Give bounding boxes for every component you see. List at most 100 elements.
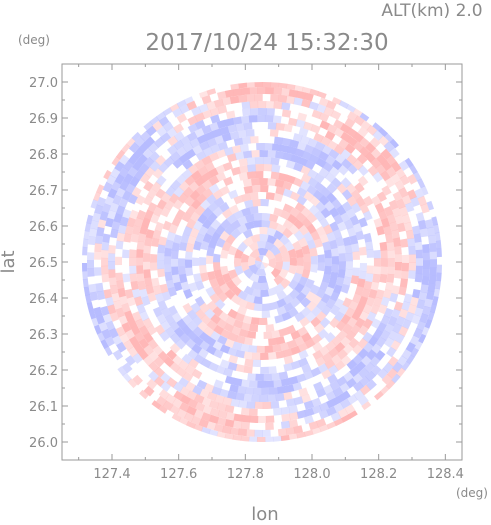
field-cell xyxy=(420,185,429,196)
field-cell xyxy=(201,171,212,183)
field-cell xyxy=(386,346,397,358)
field-cell xyxy=(301,332,312,343)
field-cell xyxy=(426,200,434,211)
field-cell xyxy=(301,245,311,255)
field-cell xyxy=(211,128,222,138)
field-cell xyxy=(205,286,216,298)
field-cell xyxy=(372,329,383,340)
field-cell xyxy=(325,155,336,166)
field-cell xyxy=(197,213,208,225)
field-cell xyxy=(240,379,250,388)
field-cell xyxy=(329,304,341,316)
field-cell xyxy=(319,217,330,228)
field-cell xyxy=(299,316,311,328)
field-cell xyxy=(139,389,149,400)
field-cell xyxy=(338,253,346,262)
field-cell xyxy=(231,326,242,336)
field-cell xyxy=(351,310,362,321)
field-cell xyxy=(293,97,304,106)
field-cell xyxy=(357,338,369,349)
field-cell xyxy=(93,306,103,317)
field-cell xyxy=(217,291,228,303)
field-cell xyxy=(201,426,211,435)
field-cell xyxy=(186,100,197,111)
field-cell xyxy=(160,381,171,392)
field-cell xyxy=(311,427,322,435)
field-cell xyxy=(311,404,322,415)
field-cell xyxy=(413,171,422,182)
field-cell xyxy=(275,122,285,131)
field-cell xyxy=(152,285,162,296)
field-cell xyxy=(308,421,319,431)
field-cell xyxy=(145,284,155,295)
field-cell xyxy=(182,159,194,170)
field-cell xyxy=(228,204,240,215)
field-cell xyxy=(363,232,372,243)
field-cell xyxy=(114,173,125,185)
field-cell xyxy=(358,367,370,379)
field-cell xyxy=(180,394,191,405)
field-cell xyxy=(261,310,271,319)
field-cell xyxy=(340,131,352,143)
field-cell xyxy=(294,282,305,294)
field-cell xyxy=(194,401,205,412)
field-cell xyxy=(234,312,245,322)
field-cell xyxy=(171,413,182,422)
field-cell xyxy=(280,434,290,441)
field-cell xyxy=(384,133,394,143)
field-cell xyxy=(345,252,353,262)
field-cell xyxy=(404,202,415,213)
field-cell xyxy=(361,401,372,411)
field-cell xyxy=(138,349,149,360)
field-cell xyxy=(126,137,136,148)
field-cell xyxy=(389,147,400,159)
field-cell xyxy=(264,436,274,442)
field-cell xyxy=(324,332,336,343)
field-cell xyxy=(232,377,243,387)
field-cell xyxy=(206,137,217,148)
field-cell xyxy=(186,420,196,429)
field-cell xyxy=(195,308,206,320)
field-cell xyxy=(94,251,102,260)
field-cell xyxy=(315,157,327,168)
field-cell xyxy=(233,319,244,329)
field-cell xyxy=(347,227,357,238)
field-cell xyxy=(110,180,121,192)
field-cell xyxy=(333,119,344,130)
field-cell xyxy=(178,180,190,192)
field-cell xyxy=(357,126,369,138)
field-cell xyxy=(274,136,284,145)
field-cell xyxy=(355,196,366,207)
field-cell xyxy=(212,285,223,296)
field-cell xyxy=(221,241,232,252)
field-cell xyxy=(232,88,243,97)
field-cell xyxy=(345,377,357,389)
field-cell xyxy=(88,227,98,238)
field-cell xyxy=(206,246,215,257)
field-cell xyxy=(170,179,182,191)
field-cell xyxy=(340,283,350,294)
field-cell xyxy=(216,119,227,129)
field-cell xyxy=(207,391,218,402)
field-cell xyxy=(214,299,226,310)
field-cell xyxy=(132,225,141,235)
field-cell xyxy=(243,351,253,360)
field-cell xyxy=(344,244,353,254)
field-cell xyxy=(239,328,249,338)
field-cell xyxy=(281,252,290,262)
field-cell xyxy=(199,257,207,266)
field-cell xyxy=(196,134,208,145)
field-cell xyxy=(250,234,261,243)
field-cell xyxy=(164,314,176,325)
field-cell xyxy=(403,293,413,304)
field-cell xyxy=(180,135,191,146)
field-cell xyxy=(248,264,259,275)
field-cell xyxy=(370,365,382,376)
field-cell xyxy=(175,338,187,350)
field-cell xyxy=(352,222,363,233)
field-cell xyxy=(226,153,237,163)
field-cell xyxy=(378,210,388,221)
field-cell xyxy=(394,333,405,344)
field-cell xyxy=(217,335,228,345)
field-cell xyxy=(386,213,397,224)
